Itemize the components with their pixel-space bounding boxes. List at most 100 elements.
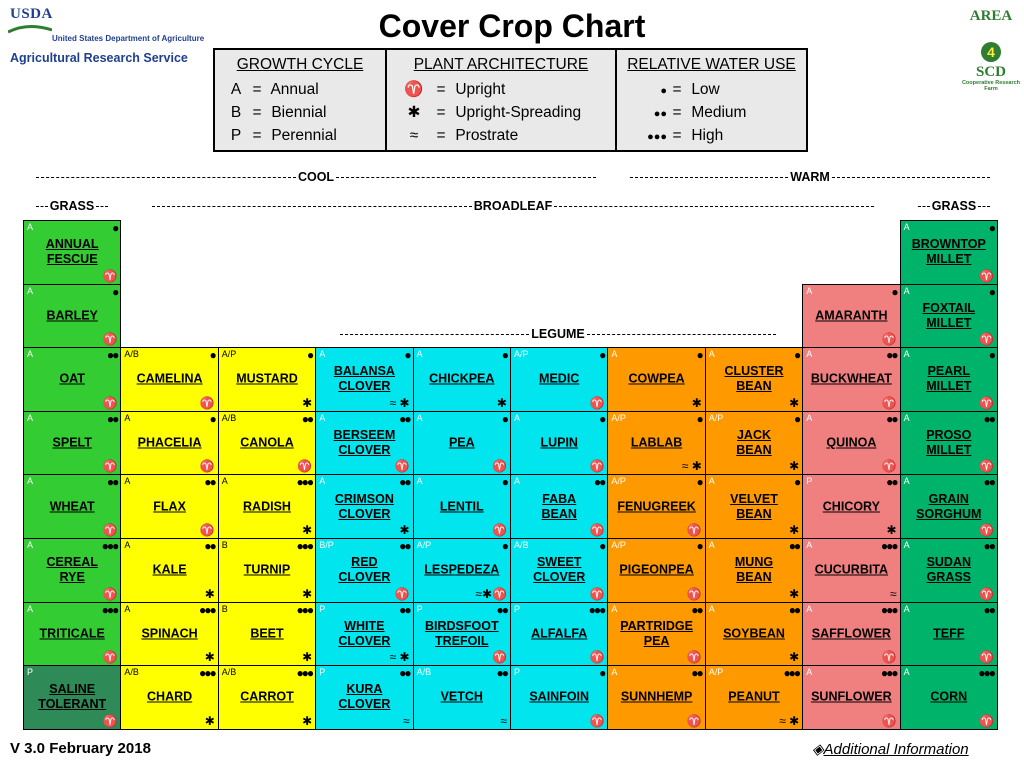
crop-cell[interactable]: A ●● SUDAN GRASS ♈ — [899, 538, 998, 603]
water-drop-icon: ●● — [886, 348, 898, 363]
crop-cell[interactable]: A ● VELVET BEAN ✱ — [704, 474, 804, 539]
crop-name: CORN — [930, 689, 968, 704]
crop-cell[interactable]: A ●● SUNNHEMP ♈ — [607, 665, 706, 730]
crop-cell[interactable]: P ●● WHITE CLOVER ≈ ✱ — [315, 601, 414, 667]
crop-cell[interactable]: A ●●● SUNFLOWER ♈ — [802, 665, 901, 730]
crop-cell[interactable]: A ●● QUINOA ♈ — [802, 410, 901, 476]
additional-info-link[interactable]: ◈Additional Information — [812, 740, 969, 758]
crop-cell[interactable]: A ●●● TRITICALE ♈ — [23, 601, 122, 667]
crop-cell[interactable]: A/B ●● VETCH ≈ — [412, 665, 511, 730]
crop-cell[interactable]: A ● PEA ♈ — [412, 410, 511, 476]
crop-cell[interactable]: A ●●● CUCURBITA ≈ — [802, 538, 901, 603]
crop-cell[interactable]: P ●●● ALFALFA ♈ — [510, 601, 609, 667]
water-drop-icon: ●● — [983, 602, 995, 617]
crop-cell[interactable]: A ● BROWNTOP MILLET ♈ — [899, 220, 998, 285]
crop-cell[interactable]: B ●●● TURNIP ✱ — [217, 538, 317, 603]
crop-cell[interactable]: A/B ●●● CHARD ✱ — [120, 665, 219, 730]
crop-cell[interactable]: P SALINE TOLERANT ♈ — [23, 665, 122, 730]
crop-cell[interactable]: A ●● GRAIN SORGHUM ♈ — [899, 474, 998, 539]
crop-cell[interactable]: A ● CHICKPEA ✱ — [412, 347, 511, 412]
crop-cell[interactable]: A/P ● MEDIC ♈ — [510, 347, 609, 412]
crop-name: CUCURBITA — [814, 562, 889, 577]
crop-cell[interactable]: A ●● MUNG BEAN ✱ — [704, 538, 804, 603]
crop-name: MUSTARD — [236, 371, 298, 386]
crop-cell[interactable]: A/B ● SWEET CLOVER ♈ — [510, 538, 609, 603]
plant-architecture-icon: ♈ — [979, 459, 994, 474]
crop-cell[interactable]: A ●● BERSEEM CLOVER ♈ — [315, 410, 414, 476]
crop-cell[interactable]: A ● COWPEA ✱ — [607, 347, 706, 412]
crop-cell[interactable]: A ●● PARTRIDGE PEA ♈ — [607, 601, 706, 667]
plant-architecture-icon: ≈ — [402, 713, 410, 728]
crop-name: BERSEEM CLOVER — [333, 428, 396, 458]
crop-cell[interactable]: A ●● FLAX ♈ — [120, 474, 219, 539]
crop-cell[interactable]: A ● PHACELIA ♈ — [120, 410, 219, 476]
plant-architecture-icon: ♈ — [102, 522, 118, 537]
plant-architecture-icon: ♈ — [589, 522, 605, 537]
crop-cell[interactable]: A ●●● SAFFLOWER ♈ — [802, 601, 901, 667]
water-drop-icon: ●● — [983, 539, 995, 553]
crop-cell[interactable]: A/B ● CAMELINA ♈ — [120, 347, 219, 412]
crop-cell[interactable]: B ●●● BEET ✱ — [217, 601, 317, 667]
area-logo-number: 4 — [981, 42, 1001, 62]
crop-cell[interactable]: A ●● KALE ✱ — [120, 538, 219, 603]
crop-cell[interactable]: A ● BARLEY ♈ — [23, 283, 122, 349]
crop-cell[interactable]: A/B ●● CANOLA ♈ — [217, 410, 317, 476]
usda-dept-text: United States Department of Agriculture — [52, 34, 205, 43]
growth-cycle-label: A/P — [611, 540, 626, 550]
crop-cell[interactable]: A ●●● CORN ♈ — [899, 665, 998, 730]
crop-cell[interactable]: A ● BALANSA CLOVER ≈ ✱ — [315, 347, 414, 412]
crop-cell[interactable]: A ●● BUCKWHEAT ♈ — [802, 347, 901, 412]
crop-cell[interactable]: A/P ● MUSTARD ✱ — [217, 347, 317, 412]
crop-name: TURNIP — [243, 562, 291, 577]
crop-cell[interactable]: A/P ● FENUGREEK ♈ — [607, 474, 706, 539]
crop-cell[interactable]: A/P ● LABLAB ≈ ✱ — [607, 410, 706, 476]
crop-cell[interactable]: A ● LENTIL ♈ — [412, 474, 511, 539]
crop-cell[interactable]: P ●● CHICORY ✱ — [802, 474, 901, 539]
area4-logo: AREA 4 SCD Cooperative Research Farm — [960, 8, 1022, 92]
crop-name: WHITE CLOVER — [338, 618, 391, 648]
crop-cell[interactable]: A ●●● SPINACH ✱ — [120, 601, 219, 667]
crop-cell[interactable]: A/P ● PIGEONPEA ♈ — [607, 538, 706, 603]
crop-cell[interactable]: P ● SAINFOIN ♈ — [510, 665, 609, 730]
legend-equals: = — [252, 81, 262, 98]
crop-name: SALINE TOLERANT — [38, 682, 107, 712]
crop-cell[interactable]: P ●● KURA CLOVER ≈ — [315, 665, 414, 730]
crop-cell[interactable]: A ● ANNUAL FESCUE ♈ — [23, 220, 122, 285]
crop-cell[interactable]: A/P ●●● PEANUT ≈ ✱ — [704, 665, 804, 730]
water-drop-icon: ● — [793, 475, 801, 490]
crop-cell[interactable]: A ● LUPIN ♈ — [510, 410, 609, 476]
crop-cell[interactable]: A ●● OAT ♈ — [23, 347, 122, 412]
crop-cell[interactable]: A ● FOXTAIL MILLET ♈ — [899, 283, 998, 349]
crop-cell[interactable]: A ●● PROSO MILLET ♈ — [899, 410, 998, 476]
water-drop-icon: ● — [404, 348, 411, 363]
crop-cell[interactable]: A ●● SOYBEAN ✱ — [704, 601, 804, 667]
crop-cell[interactable]: A ● AMARANTH ♈ — [802, 283, 901, 349]
growth-cycle-label: A — [903, 222, 910, 232]
water-drop-icon: ●● — [106, 411, 119, 426]
crop-cell[interactable]: A ● CLUSTER BEAN ✱ — [704, 347, 804, 412]
plant-architecture-icon: ♈ — [589, 713, 605, 728]
crop-cell[interactable]: A/B ●●● CARROT ✱ — [217, 665, 317, 730]
water-drop-icon: ●●● — [880, 602, 899, 617]
crop-cell[interactable]: A/P ● JACK BEAN ✱ — [704, 410, 804, 476]
guide-legume-label: LEGUME — [531, 327, 585, 341]
crop-name: KALE — [152, 562, 187, 577]
crop-cell[interactable]: B/P ●● RED CLOVER ♈ — [315, 538, 414, 603]
crop-cell[interactable]: A ●●● RADISH ✱ — [217, 474, 317, 539]
plant-architecture-icon: ♈ — [686, 586, 702, 601]
crop-cell[interactable]: A ●● TEFF ♈ — [899, 601, 998, 667]
water-drop-icon: ●● — [886, 411, 898, 426]
usda-swoosh-icon — [8, 25, 52, 34]
crop-cell[interactable]: A ● PEARL MILLET ♈ — [899, 347, 998, 412]
growth-cycle-label: A/B — [124, 349, 139, 360]
crop-cell[interactable]: A ●● FABA BEAN ♈ — [510, 474, 609, 539]
water-drop-icon: ●● — [983, 475, 995, 490]
crop-cell[interactable]: A ●● CRIMSON CLOVER ✱ — [315, 474, 414, 539]
crop-cell[interactable]: A ●● SPELT ♈ — [23, 410, 122, 476]
crop-cell[interactable]: A/P ● LESPEDEZA ≈✱♈ — [412, 538, 511, 603]
crop-cell[interactable]: P ●● BIRDSFOOT TREFOIL ♈ — [412, 601, 511, 667]
crop-cell[interactable]: A ●●● CEREAL RYE ♈ — [23, 538, 122, 603]
growth-cycle-label: A — [903, 603, 910, 614]
growth-cycle-label: A — [708, 476, 715, 487]
crop-cell[interactable]: A ●● WHEAT ♈ — [23, 474, 122, 539]
